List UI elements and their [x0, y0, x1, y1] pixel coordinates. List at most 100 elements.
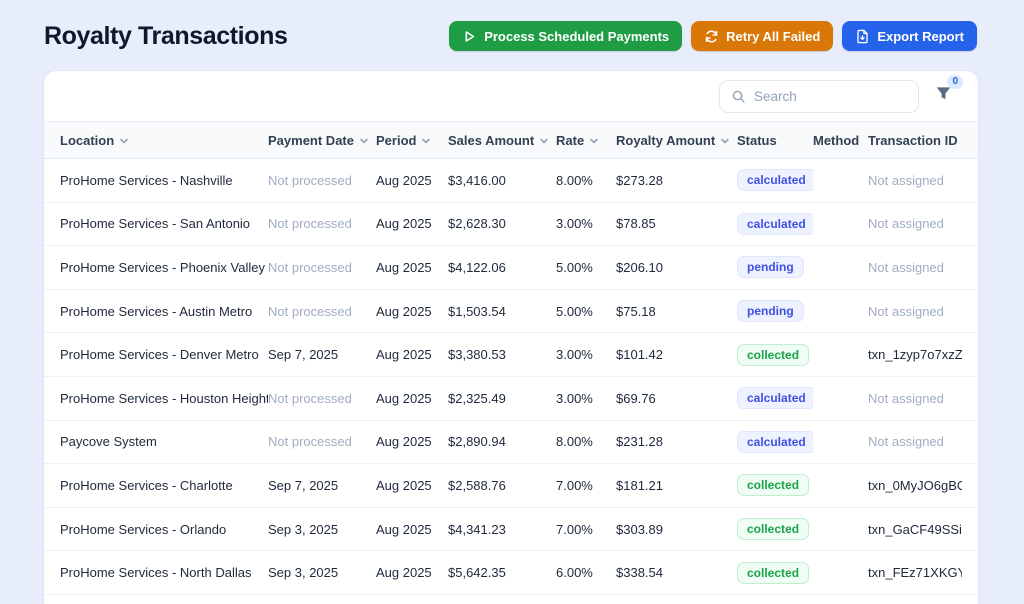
export-report-button[interactable]: Export Report [842, 21, 977, 51]
column-header: Transaction ID [868, 133, 962, 148]
cell-location: ProHome Services - North Dallas [60, 565, 268, 580]
retry-button-label: Retry All Failed [726, 29, 820, 44]
cell-payment-date: Sep 7, 2025 [268, 478, 376, 493]
search-box [719, 80, 919, 113]
column-header[interactable]: Period [376, 133, 448, 148]
column-header-label: Rate [556, 133, 584, 148]
column-header[interactable]: Rate [556, 133, 616, 148]
retry-icon [704, 29, 719, 44]
cell-status: calculated [737, 169, 813, 191]
transactions-table: Location Payment Date Period Sales Amoun… [44, 121, 978, 595]
filter-count-badge: 0 [947, 75, 963, 89]
cell-payment-date: Not processed [268, 391, 376, 406]
chevron-down-icon [119, 136, 129, 146]
cell-location: ProHome Services - Denver Metro [60, 347, 268, 362]
column-header-label: Payment Date [268, 133, 354, 148]
cell-location: ProHome Services - Austin Metro [60, 304, 268, 319]
search-input[interactable] [754, 89, 907, 104]
status-badge: pending [737, 300, 804, 322]
table-row[interactable]: ProHome Services - Phoenix Valley Not pr… [44, 246, 978, 290]
column-header: Method [813, 133, 868, 148]
cell-status: collected [737, 344, 813, 366]
cell-period: Aug 2025 [376, 478, 448, 493]
column-header-label: Royalty Amount [616, 133, 715, 148]
table-row[interactable]: ProHome Services - Austin Metro Not proc… [44, 290, 978, 334]
cell-period: Aug 2025 [376, 347, 448, 362]
status-badge: calculated [737, 169, 813, 191]
cell-sales-amount: $5,642.35 [448, 565, 556, 580]
chevron-down-icon [539, 136, 549, 146]
cell-royalty-amount: $69.76 [616, 391, 737, 406]
cell-status: pending [737, 256, 813, 278]
process-scheduled-payments-button[interactable]: Process Scheduled Payments [449, 21, 682, 51]
cell-status: calculated [737, 431, 813, 453]
table-toolbar: 0 [44, 71, 978, 121]
cell-transaction-id: txn_GaCF49SSi7zeC3 [868, 522, 962, 537]
cell-transaction-id: txn_1zyp7o7xzZqYIZA [868, 347, 962, 362]
chevron-down-icon [589, 136, 599, 146]
header-actions: Process Scheduled Payments Retry All Fai… [449, 21, 977, 51]
retry-all-failed-button[interactable]: Retry All Failed [691, 21, 833, 51]
cell-payment-date: Sep 3, 2025 [268, 565, 376, 580]
cell-transaction-id: Not assigned [868, 216, 962, 231]
chevron-down-icon [421, 136, 431, 146]
cell-transaction-id: Not assigned [868, 391, 962, 406]
chevron-down-icon [359, 136, 369, 146]
table-row[interactable]: ProHome Services - North Dallas Sep 3, 2… [44, 551, 978, 595]
page-title: Royalty Transactions [44, 22, 287, 51]
column-header-label: Transaction ID [868, 133, 958, 148]
status-badge: calculated [737, 431, 813, 453]
cell-payment-date: Not processed [268, 173, 376, 188]
cell-royalty-amount: $101.42 [616, 347, 737, 362]
export-button-label: Export Report [877, 29, 964, 44]
cell-period: Aug 2025 [376, 216, 448, 231]
page-header: Royalty Transactions Process Scheduled P… [0, 0, 1024, 71]
column-header[interactable]: Payment Date [268, 133, 376, 148]
column-header[interactable]: Location [60, 133, 268, 148]
cell-transaction-id: Not assigned [868, 304, 962, 319]
cell-royalty-amount: $206.10 [616, 260, 737, 275]
column-header[interactable]: Sales Amount [448, 133, 556, 148]
cell-status: collected [737, 518, 813, 540]
cell-rate: 7.00% [556, 522, 616, 537]
cell-payment-date: Not processed [268, 304, 376, 319]
cell-location: ProHome Services - Nashville [60, 173, 268, 188]
cell-rate: 3.00% [556, 216, 616, 231]
cell-royalty-amount: $338.54 [616, 565, 737, 580]
column-header-label: Status [737, 133, 777, 148]
table-row[interactable]: ProHome Services - Charlotte Sep 7, 2025… [44, 464, 978, 508]
cell-sales-amount: $4,341.23 [448, 522, 556, 537]
cell-rate: 5.00% [556, 260, 616, 275]
cell-rate: 3.00% [556, 347, 616, 362]
cell-location: ProHome Services - Phoenix Valley [60, 260, 268, 275]
cell-royalty-amount: $181.21 [616, 478, 737, 493]
column-header[interactable]: Royalty Amount [616, 133, 737, 148]
cell-period: Aug 2025 [376, 173, 448, 188]
cell-period: Aug 2025 [376, 434, 448, 449]
cell-period: Aug 2025 [376, 304, 448, 319]
cell-sales-amount: $1,503.54 [448, 304, 556, 319]
search-icon [731, 89, 746, 104]
cell-sales-amount: $3,416.00 [448, 173, 556, 188]
cell-transaction-id: Not assigned [868, 434, 962, 449]
cell-payment-date: Not processed [268, 216, 376, 231]
cell-rate: 6.00% [556, 565, 616, 580]
cell-sales-amount: $2,588.76 [448, 478, 556, 493]
cell-payment-date: Sep 7, 2025 [268, 347, 376, 362]
cell-transaction-id: Not assigned [868, 173, 962, 188]
cell-payment-date: Not processed [268, 434, 376, 449]
cell-rate: 7.00% [556, 478, 616, 493]
table-row[interactable]: ProHome Services - Orlando Sep 3, 2025 A… [44, 508, 978, 552]
table-row[interactable]: Paycove System Not processed Aug 2025 $2… [44, 421, 978, 465]
filter-button[interactable]: 0 [935, 85, 952, 107]
table-row[interactable]: ProHome Services - Houston Heights Not p… [44, 377, 978, 421]
table-row[interactable]: ProHome Services - Denver Metro Sep 7, 2… [44, 333, 978, 377]
table-row[interactable]: ProHome Services - Nashville Not process… [44, 159, 978, 203]
cell-royalty-amount: $78.85 [616, 216, 737, 231]
cell-royalty-amount: $303.89 [616, 522, 737, 537]
cell-location: ProHome Services - Houston Heights [60, 391, 268, 406]
cell-period: Aug 2025 [376, 391, 448, 406]
table-row[interactable]: ProHome Services - San Antonio Not proce… [44, 203, 978, 247]
cell-status: collected [737, 562, 813, 584]
cell-payment-date: Sep 3, 2025 [268, 522, 376, 537]
